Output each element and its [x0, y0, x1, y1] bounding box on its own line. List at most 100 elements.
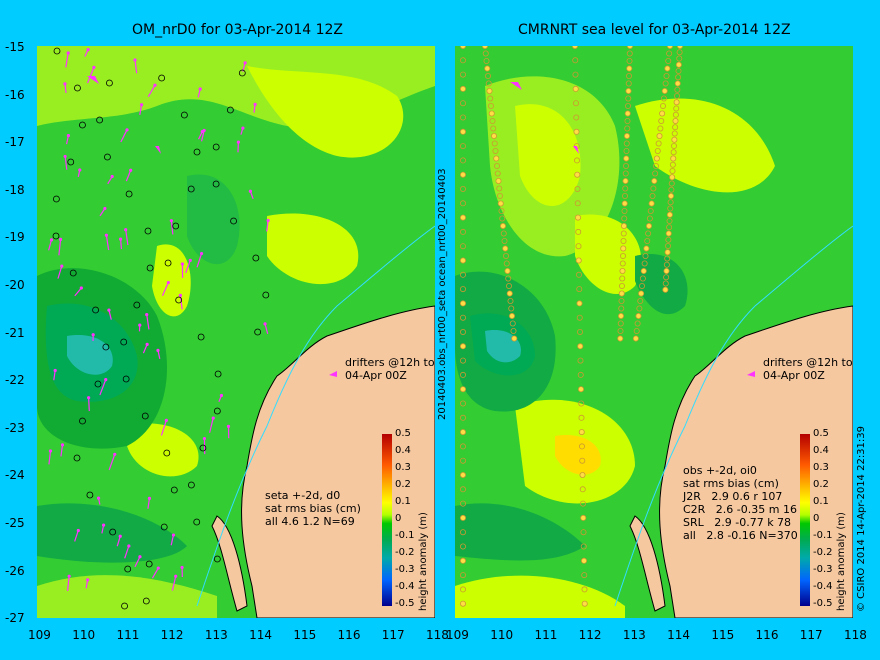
current-arrow-head [79, 286, 83, 290]
altimeter-point [617, 320, 624, 327]
current-arrow [161, 282, 169, 297]
altimeter-point [497, 192, 504, 199]
current-arrow-head [164, 418, 168, 422]
altimeter-point [507, 297, 514, 304]
current-arrow-head [138, 555, 142, 559]
track-marker [74, 84, 81, 92]
altimeter-point [675, 67, 682, 74]
current-arrow-head [200, 129, 204, 134]
altimeter-point [620, 222, 627, 229]
x-tick-label: 115 [293, 628, 317, 642]
altimeter-point [669, 161, 676, 168]
y-tick-label: -18 [5, 182, 25, 197]
current-arrow [60, 444, 64, 457]
current-arrow-head [67, 574, 71, 578]
track-marker [252, 254, 260, 262]
colorbar-tick: 0.4 [813, 445, 829, 456]
altimeter-point [652, 163, 659, 170]
colorbar-tick: 0.2 [813, 479, 829, 490]
x-tick-label: 116 [755, 628, 779, 642]
current-arrow-head [96, 496, 101, 500]
drifter-track [155, 146, 161, 154]
altimeter-point [672, 118, 679, 125]
altimeter-point [579, 457, 586, 464]
altimeter-point [670, 143, 677, 150]
low-anomaly-region [67, 335, 113, 375]
altimeter-point [645, 230, 652, 237]
x-tick-label: 113 [204, 628, 228, 642]
peninsula-land [211, 515, 248, 612]
altimeter-point [503, 252, 510, 259]
y-tick-label: -15 [5, 40, 25, 54]
altimeter-point [460, 572, 466, 579]
track-marker [52, 232, 60, 240]
altimeter-point [620, 245, 627, 252]
right-map-title: CMRNRT sea level for 03-Apr-2014 12Z [518, 22, 791, 38]
altimeter-point [572, 57, 579, 64]
altimeter-point [670, 149, 677, 156]
track-marker [79, 121, 86, 129]
current-arrow [64, 156, 68, 170]
altimeter-point [460, 171, 466, 178]
altimeter-point [576, 300, 583, 307]
current-arrow [160, 420, 167, 436]
current-arrow-head [248, 189, 252, 193]
altimeter-point [672, 111, 679, 118]
altimeter-point [482, 46, 488, 49]
altimeter-point [639, 275, 646, 282]
right-colorbar-title: height anomaly (m) [836, 512, 847, 611]
altimeter-point [493, 155, 500, 162]
high-anomaly-region [555, 435, 601, 475]
current-arrow-head [211, 416, 215, 420]
current-arrow-head [156, 348, 160, 352]
altimeter-point [460, 71, 466, 78]
altimeter-point [662, 80, 669, 87]
colorbar-tick: -0.5 [813, 598, 833, 609]
high-anomaly-region [455, 575, 625, 618]
altimeter-point [460, 600, 466, 607]
current-arrow-head [180, 565, 184, 570]
colorbar-tick: -0.2 [395, 547, 415, 558]
left-stats-text: seta +-2d, d0 sat rms bias (cm) all 4.6 … [265, 489, 361, 528]
current-arrow-head [253, 102, 257, 106]
current-arrow-head [107, 308, 111, 312]
altimeter-point [666, 50, 673, 57]
altimeter-point [642, 252, 649, 259]
current-arrow [139, 104, 143, 115]
altimeter-point [575, 228, 582, 235]
altimeter-point [664, 249, 671, 256]
altimeter-point [502, 245, 509, 252]
current-arrow-head [199, 251, 204, 256]
track-marker [170, 486, 178, 494]
altimeter-point [649, 192, 656, 199]
altimeter-point [618, 297, 625, 304]
altimeter-point [667, 192, 674, 199]
current-arrow [266, 220, 269, 232]
altimeter-point [670, 155, 677, 162]
altimeter-point [574, 200, 581, 207]
current-arrow [196, 253, 203, 268]
current-arrow-head [156, 566, 160, 570]
track-marker [146, 264, 154, 272]
altimeter-point [657, 125, 664, 132]
current-arrow-head [166, 280, 170, 285]
altimeter-point [509, 320, 516, 327]
track-marker [122, 375, 130, 383]
colorbar-tick: 0.5 [395, 428, 411, 439]
track-marker [230, 217, 237, 225]
altimeter-point [665, 230, 672, 237]
y-tick-label: -25 [5, 516, 25, 530]
altimeter-point [460, 128, 466, 135]
altimeter-point [651, 177, 658, 184]
right-drifters-note: drifters @12h to 04-Apr 00Z [763, 356, 853, 382]
x-tick-label: 117 [381, 628, 405, 642]
current-arrow-head [76, 528, 80, 533]
high-anomaly-region [267, 213, 359, 285]
altimeter-point [509, 312, 516, 319]
current-arrow [116, 536, 121, 547]
current-arrow-head [87, 396, 91, 400]
altimeter-point [460, 200, 466, 207]
altimeter-point [644, 237, 651, 244]
altimeter-point [637, 297, 644, 304]
altimeter-point [673, 105, 680, 112]
